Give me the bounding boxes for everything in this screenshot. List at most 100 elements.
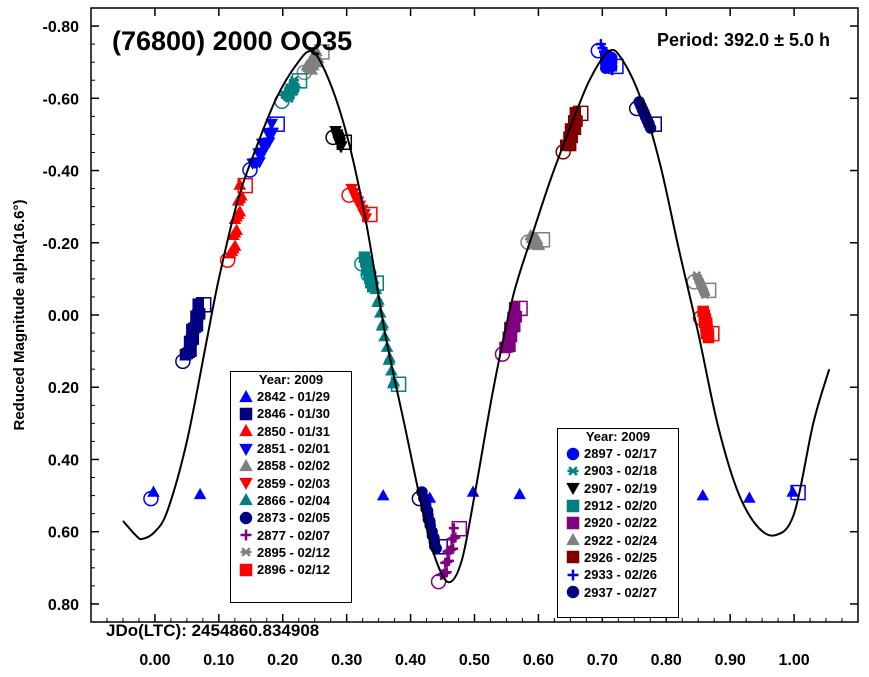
x-tick-label: 0.30 [331, 652, 362, 669]
legend-item: 2851 - 02/01 [231, 440, 351, 457]
circle-marker [566, 585, 580, 599]
plus-marker [448, 543, 459, 554]
square-marker [195, 297, 212, 313]
jd-label: JDo(LTC): 2454860.834908 [106, 621, 319, 640]
legend-item-label: 2866 - 02/04 [257, 492, 331, 508]
circle-marker [239, 511, 253, 524]
circle-marker [341, 187, 357, 203]
triangle-up-marker [786, 485, 799, 497]
triangle-up-marker [239, 389, 253, 402]
y-axis-label: Reduced Magnitude alpha(16.6°) [11, 199, 28, 430]
x-tick-label: 0.00 [139, 652, 170, 669]
x-tick-label: 0.80 [651, 652, 682, 669]
legend-item: 2850 - 01/31 [231, 423, 351, 440]
legend-item-label: 2873 - 02/05 [257, 510, 331, 526]
triangle-down-marker [239, 443, 253, 456]
series-2851-02-01 [242, 116, 285, 178]
asterisk-icon [235, 545, 257, 559]
square-marker [191, 320, 204, 332]
square-marker [608, 58, 624, 75]
series-2922-02-24 [520, 229, 551, 251]
square-marker [185, 345, 197, 357]
square-marker [269, 116, 285, 132]
triangle-up-marker [513, 487, 526, 500]
square-marker [700, 327, 713, 339]
legend-item: 2933 - 02/26 [558, 566, 678, 583]
y-tick-label: 0.00 [48, 308, 79, 325]
x-tick-label: 0.60 [523, 652, 554, 669]
circle-marker [354, 256, 370, 272]
legend-item-label: 2912 - 02/20 [584, 498, 658, 514]
x-tick-label: 0.20 [267, 652, 298, 669]
triangle-up-marker [233, 205, 247, 217]
legend-right-items: 2897 - 02/17 2903 - 02/18 2907 - 02/19 2912… [558, 445, 678, 601]
legend-right: Year: 2009 2897 - 02/17 2903 - 02/18 2907 … [557, 428, 679, 618]
legend-item: 2896 - 02/12 [231, 561, 351, 578]
triangle-down-marker [239, 477, 253, 491]
series-2907-02-19 [325, 126, 353, 154]
triangle-down-icon [235, 442, 257, 456]
y-axis: -0.80 -0.60 -0.40 -0.20 0.00 0.20 0.40 0.60 0.80 [43, 7, 858, 623]
series-2846-01-30 [175, 297, 212, 370]
circle-marker [325, 129, 341, 146]
fit-curve [122, 48, 831, 584]
legend-item-label: 2937 - 02/27 [584, 584, 658, 600]
legend-item-label: 2851 - 02/01 [257, 441, 331, 457]
triangle-up-marker [193, 487, 207, 500]
x-tick-label: 0.40 [395, 652, 426, 669]
square-marker [700, 282, 717, 299]
y-tick-label: -0.80 [43, 19, 80, 36]
legend-item-label: 2920 - 02/22 [584, 515, 658, 531]
y-tick-label: -0.20 [43, 236, 80, 253]
circle-icon [235, 511, 257, 525]
triangle-up-icon [235, 424, 257, 438]
y-tick-label: -0.40 [43, 164, 80, 181]
asterisk-marker [240, 547, 252, 558]
legend-left-title: Year: 2009 [258, 372, 324, 387]
legend-right-title: Year: 2009 [585, 429, 651, 444]
legend-item-label: 2926 - 02/25 [584, 549, 658, 565]
square-marker [239, 407, 253, 421]
triangle-up-marker [566, 533, 580, 546]
square-marker [646, 116, 663, 132]
square-marker [451, 520, 468, 537]
triangle-up-marker [743, 491, 756, 503]
legend-item: 2926 - 02/25 [558, 549, 678, 566]
legend-item-label: 2850 - 01/31 [257, 423, 331, 439]
asterisk-icon [562, 464, 584, 478]
legend-item: 2877 - 02/07 [231, 526, 351, 543]
triangle-down-marker [265, 118, 278, 131]
y-tick-label: -0.60 [43, 91, 80, 108]
square-marker [566, 499, 580, 512]
square-marker [534, 232, 551, 248]
square-marker [573, 105, 589, 122]
y-tick-label: 0.40 [48, 452, 79, 469]
legend-item-label: 2903 - 02/18 [584, 463, 658, 479]
y-tick-label: 0.60 [48, 525, 79, 542]
triangle-up-marker [239, 493, 253, 506]
x-tick-label: 0.90 [715, 652, 746, 669]
plus-marker [441, 567, 452, 578]
plus-marker [448, 523, 459, 534]
triangle-up-icon [235, 389, 257, 404]
triangle-up-icon [235, 493, 257, 507]
triangle-down-icon [562, 481, 584, 496]
plus-marker [240, 529, 252, 541]
x-tick-label: 0.50 [459, 652, 490, 669]
square-icon [235, 407, 257, 421]
triangle-up-marker [239, 458, 253, 471]
plus-marker [450, 532, 461, 543]
plus-icon [235, 528, 257, 542]
legend-item-label: 2877 - 02/07 [257, 527, 331, 543]
legend-item: 2859 - 02/03 [231, 474, 351, 491]
series-2877-02-07 [430, 520, 468, 590]
circle-icon [562, 585, 584, 599]
legend-left: Year: 2009 2842 - 01/29 2846 - 01/30 2850 … [230, 371, 352, 603]
y-tick-label: 0.20 [48, 380, 79, 397]
x-tick-label: 0.10 [203, 652, 234, 669]
legend-item: 2897 - 02/17 [558, 445, 678, 462]
plot-frame [90, 7, 859, 623]
triangle-up-marker [696, 489, 710, 501]
plus-icon [562, 568, 584, 582]
